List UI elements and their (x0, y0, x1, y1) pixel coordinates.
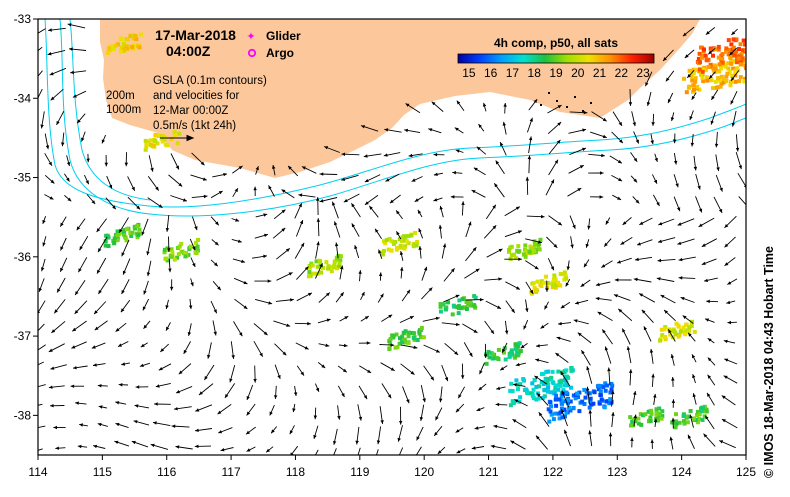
colorbar (458, 54, 654, 63)
colorbar-tick-label: 22 (615, 66, 629, 80)
contour-200m-label: 200m (106, 90, 135, 102)
gsla-note-line3: 12-Mar 00:00Z (153, 105, 228, 117)
y-tick-label: -37 (14, 329, 32, 343)
x-tick-label: 117 (222, 465, 241, 479)
y-tick-label: -38 (14, 408, 32, 422)
title-time: 04:00Z (166, 43, 211, 59)
x-tick-label: 124 (672, 465, 692, 479)
gsla-note-line2: and velocities for (153, 90, 239, 102)
colorbar-tick-label: 23 (636, 66, 650, 80)
argo-legend-label: Argo (266, 46, 294, 60)
colorbar-tick-label: 20 (571, 66, 585, 80)
colorbar-tick-label: 17 (506, 66, 520, 80)
colorbar-tick-label: 21 (593, 66, 607, 80)
velocity-scale-label: 0.5m/s (1kt 24h) (153, 120, 236, 132)
x-tick-label: 123 (607, 465, 627, 479)
y-tick-label: -33 (14, 12, 32, 26)
y-tick-label: -36 (14, 250, 32, 264)
glider-legend-label: Glider (266, 29, 301, 43)
colorbar-tick-label: 15 (462, 66, 476, 80)
x-tick-label: 121 (479, 465, 499, 479)
x-tick-label: 122 (543, 465, 563, 479)
x-tick-label: 115 (93, 465, 112, 479)
gsla-note-line1: GSLA (0.1m contours) (153, 75, 267, 87)
x-axis: 114 115 116 117 118 119 120 121 122 123 124 125 (28, 455, 756, 479)
y-axis: -33 -34 -35 -36 -37 -38 (14, 12, 38, 422)
colorbar-ticks: 15 16 17 18 19 20 21 22 23 (462, 66, 650, 80)
x-tick-label: 120 (414, 465, 434, 479)
contour-1000m-label: 1000m (106, 104, 141, 116)
x-tick-label: 118 (286, 465, 305, 479)
x-tick-label: 116 (157, 465, 176, 479)
credit-text: © IMOS 18-Mar-2018 04:43 Hobart Time (762, 246, 776, 478)
x-tick-label: 125 (736, 465, 756, 479)
colorbar-tick-label: 16 (484, 66, 498, 80)
title-date: 17-Mar-2018 (155, 27, 236, 43)
y-tick-label: -35 (14, 171, 32, 185)
colorbar-title: 4h comp, p50, all sats (494, 36, 618, 50)
glider-marker-icon: ✦ (246, 31, 255, 43)
colorbar-tick-label: 19 (549, 66, 563, 80)
x-tick-label: 114 (28, 465, 47, 479)
colorbar-tick-label: 18 (528, 66, 542, 80)
x-tick-label: 119 (350, 465, 369, 479)
y-tick-label: -34 (14, 91, 32, 105)
